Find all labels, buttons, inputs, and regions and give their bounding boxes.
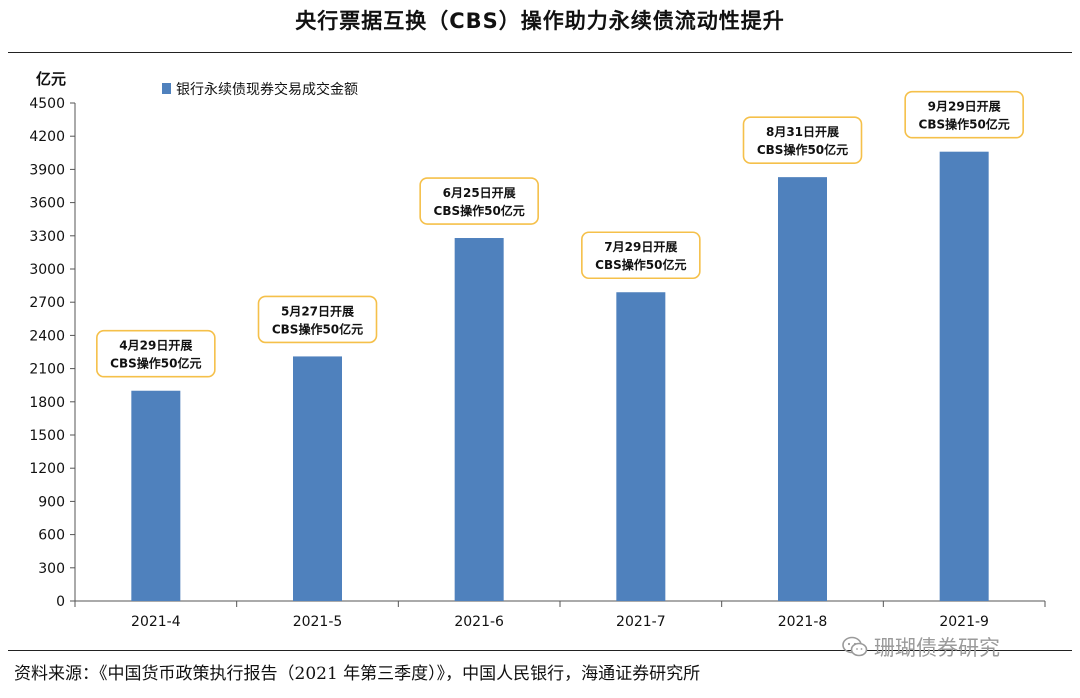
- annotation-line2: CBS操作50亿元: [757, 142, 848, 157]
- legend-label: 银行永续债现券交易成交金额: [176, 81, 358, 98]
- y-tick-label: 2700: [29, 295, 65, 311]
- bar: [616, 292, 666, 601]
- bar: [454, 238, 504, 601]
- annotation-line1: 9月29日开展: [928, 100, 1001, 114]
- x-tick-label: 2021-7: [616, 614, 666, 630]
- annotation-line1: 6月25日开展: [443, 186, 516, 200]
- x-tick-label: 2021-9: [939, 614, 989, 630]
- y-tick-label: 1200: [29, 461, 65, 477]
- bar-chart: 亿元 0 300 600 900 1200 1500 1800 2100 2400 2700 3000…: [29, 70, 1046, 630]
- annotation-line2: CBS操作50亿元: [110, 356, 201, 371]
- y-tick-label: 1500: [29, 428, 65, 444]
- wechat-icon: [842, 636, 868, 657]
- legend-swatch: [162, 83, 171, 94]
- annotation-line1: 8月31日开展: [766, 125, 839, 139]
- x-tick-label: 2021-5: [293, 614, 343, 630]
- y-axis-label: 亿元: [36, 70, 66, 88]
- annotation-box: [96, 329, 216, 378]
- bar: [778, 177, 827, 601]
- y-tick-label: 600: [38, 528, 65, 544]
- y-tick-label: 2400: [29, 328, 65, 344]
- annotation-line1: 4月29日开展: [119, 339, 192, 353]
- y-tick-label: 4200: [29, 129, 65, 145]
- x-tick-label: 2021-8: [778, 614, 828, 630]
- y-tick-label: 3600: [29, 196, 65, 212]
- annotation-line1: 7月29日开展: [604, 240, 677, 254]
- annotation-box: [581, 231, 701, 280]
- watermark-text: 珊瑚债券研究: [874, 636, 1000, 660]
- source-note: 资料来源：《中国货币政策执行报告（2021 年第三季度）》，中国人民银行，海通证…: [14, 663, 701, 684]
- annotation-box: [742, 116, 863, 164]
- y-tick-label: 300: [38, 561, 65, 577]
- watermark: 珊瑚债券研究: [842, 632, 1000, 662]
- annotation-line2: CBS操作50亿元: [434, 203, 525, 218]
- y-tick-label: 3000: [29, 262, 65, 278]
- chart-title: 央行票据互换（CBS）操作助力永续债流动性提升: [295, 9, 785, 33]
- annotation-box: [257, 295, 378, 344]
- y-tick-label: 3900: [29, 162, 65, 178]
- y-tick-label: 0: [56, 594, 65, 610]
- bar: [131, 390, 181, 601]
- y-tick-label: 4500: [29, 96, 65, 112]
- bar: [939, 151, 989, 601]
- annotation-line2: CBS操作50亿元: [919, 117, 1010, 132]
- annotation-line2: CBS操作50亿元: [272, 321, 363, 336]
- annotation-box: [904, 90, 1024, 139]
- x-tick-label: 2021-6: [454, 614, 504, 630]
- x-tick-label: 2021-4: [131, 614, 181, 630]
- annotation-box: [419, 177, 539, 225]
- annotation-line1: 5月27日开展: [281, 304, 354, 318]
- top-divider: [8, 52, 1072, 53]
- bottom-divider: [8, 650, 1072, 651]
- bar: [293, 356, 342, 601]
- annotation-line2: CBS操作50亿元: [595, 257, 686, 272]
- y-tick-label: 900: [38, 494, 65, 510]
- y-tick-label: 2100: [29, 362, 65, 378]
- y-tick-label: 1800: [29, 395, 65, 411]
- y-tick-label: 3300: [29, 229, 65, 245]
